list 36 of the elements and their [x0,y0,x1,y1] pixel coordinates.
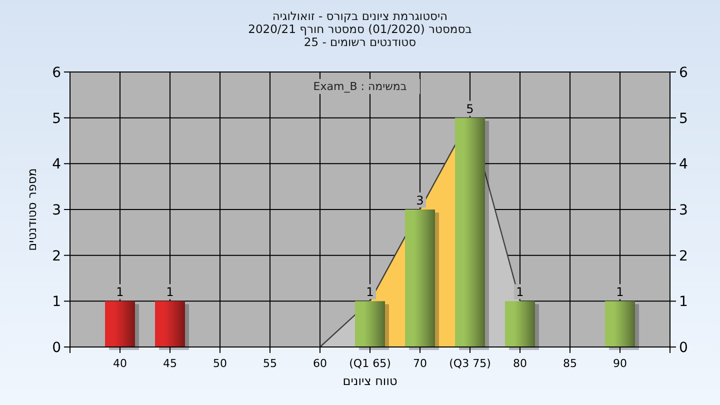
chart-title: היסטוגרמת ציונים בקורס - זואולוגיה בסמסטר (01/2020) סמסטר חורף 2020/21 סטודנטים רשומים - 25 [248,9,472,49]
data-label: 3 [416,194,424,208]
data-label: 5 [466,102,474,116]
x-tick-label: 50 [213,357,227,370]
x-tick-label: (Q3 75) [449,357,491,370]
data-label: 1 [616,285,624,300]
y-tick-label: 2 [52,248,61,264]
y2-tick-label: 3 [679,202,688,218]
y2-tick-label: 6 [679,65,688,81]
annotation: במשימה : Exam_B [313,80,407,93]
y-axis-title: מספר סטודנטים [25,168,39,251]
y2-tick-label: 5 [679,110,688,127]
data-label: 1 [116,285,124,300]
x-tick-label: 90 [613,357,627,370]
y2-tick-label: 2 [679,248,688,264]
data-label: 1 [516,285,524,300]
y2-tick-label: 0 [679,340,688,356]
y2-tick-label: 4 [679,156,688,173]
data-label: 1 [166,285,174,300]
data-label: 1 [366,285,374,300]
y-tick-label: 1 [52,294,61,310]
y2-tick-label: 1 [679,294,688,310]
y-tick-label: 3 [52,202,61,218]
y-tick-label: 4 [52,156,62,173]
x-tick-label: 60 [313,357,327,370]
x-tick-label: 45 [163,357,177,370]
x-tick-label: 85 [563,357,577,370]
x-tick-label: 55 [263,357,277,370]
x-tick-label: 70 [413,357,427,370]
y-tick-label: 5 [52,110,61,127]
y-tick-label: 6 [52,65,62,81]
x-tick-label: 80 [513,357,527,370]
x-tick-label: 40 [113,357,127,370]
x-axis-title: טווח ציונים [342,374,398,388]
y-tick-label: 0 [52,340,61,356]
x-tick-label: (Q1 65) [349,357,391,370]
